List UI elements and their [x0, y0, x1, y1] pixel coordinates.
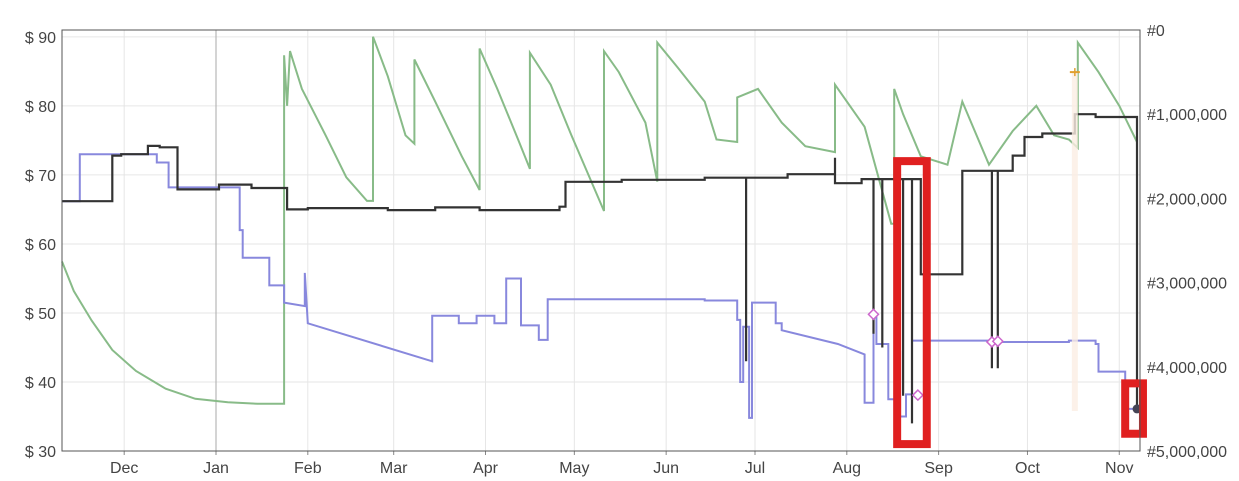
highlight-box [893, 157, 931, 449]
y-right-tick-label: #5,000,000 [1147, 444, 1227, 461]
x-tick-label: Sep [924, 460, 953, 477]
y-left-tick-label: $ 80 [25, 99, 56, 116]
x-tick-label: Jul [745, 460, 765, 477]
axis-labels: $ 30 $ 40 $ 50 $ 60 $ 70 $ 80 $ 90 #0 #1,000,000… [25, 23, 1227, 477]
marker-layer [867, 68, 1142, 414]
y-left-tick-label: $ 90 [25, 30, 56, 47]
x-tick-label: Aug [833, 460, 861, 477]
highlight-layer [893, 157, 1147, 449]
x-tick-label: Apr [473, 460, 499, 477]
highlight-box [1121, 379, 1147, 438]
marker-band [1071, 72, 1078, 411]
y-left-tick-label: $ 30 [25, 444, 56, 461]
series-line-green [61, 36, 1138, 405]
y-left-tick-label: $ 60 [25, 237, 56, 254]
diamond-marker [867, 308, 880, 321]
y-right-tick-label: #2,000,000 [1147, 191, 1227, 208]
x-tick-label: May [559, 460, 589, 477]
x-tick-label: Nov [1105, 460, 1133, 477]
x-tick-label: Dec [110, 460, 138, 477]
x-tick-label: Feb [294, 460, 322, 477]
y-left-tick-label: $ 70 [25, 168, 56, 185]
plot-frame [61, 29, 1141, 452]
x-tick-label: Jun [653, 460, 679, 477]
y-left-tick-label: $ 50 [25, 306, 56, 323]
y-right-tick-label: #1,000,000 [1147, 107, 1227, 124]
y-right-tick-label: #0 [1147, 23, 1165, 40]
diamond-marker [991, 335, 1004, 348]
x-tick-label: Oct [1015, 460, 1040, 477]
x-tick-label: Mar [380, 460, 408, 477]
grid [62, 30, 1140, 455]
x-tick-label: Jan [203, 460, 229, 477]
series-line-black [62, 113, 1139, 424]
y-left-tick-label: $ 40 [25, 375, 56, 392]
y-right-tick-label: #4,000,000 [1147, 360, 1227, 377]
series-layer [61, 36, 1139, 424]
series-line-blue [62, 153, 1137, 419]
y-right-tick-label: #3,000,000 [1147, 276, 1227, 293]
diamond-marker [911, 389, 924, 402]
